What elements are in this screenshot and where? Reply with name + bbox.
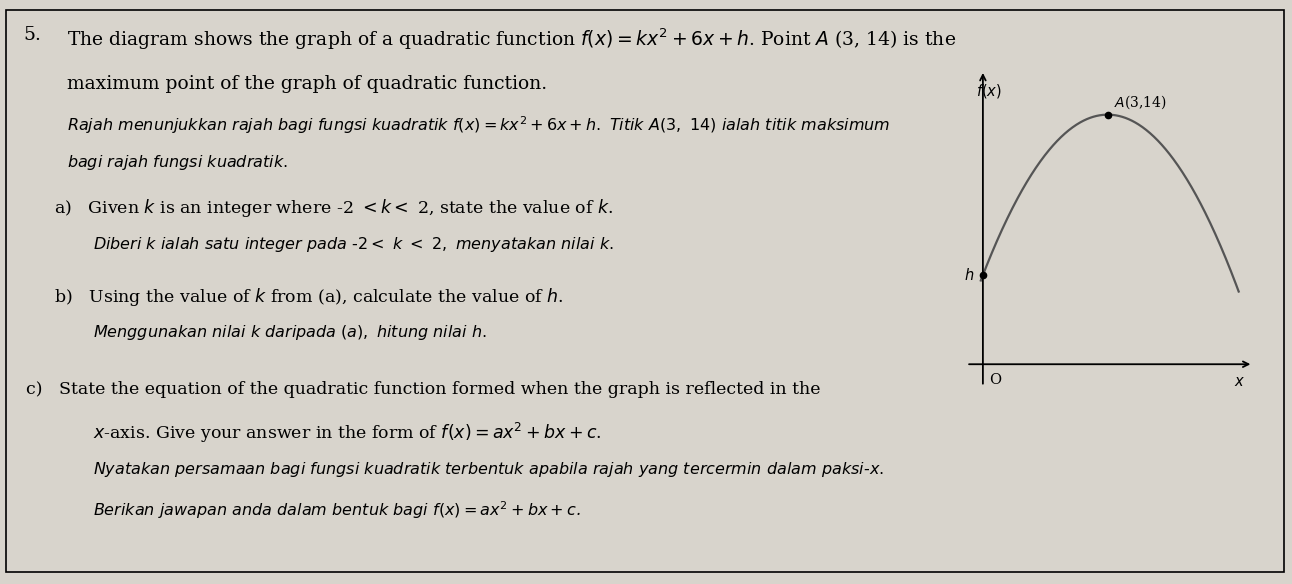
Text: $\mathit{bagi\ rajah\ fungsi\ kuadratik.}$: $\mathit{bagi\ rajah\ fungsi\ kuadratik.… — [67, 153, 288, 172]
Text: maximum point of the graph of quadratic function.: maximum point of the graph of quadratic … — [67, 75, 548, 93]
Text: $\mathit{Berikan\ jawapan\ anda\ dalam\ bentuk\ bagi\ }$$f(x) = ax^2 + bx + c$.: $\mathit{Berikan\ jawapan\ anda\ dalam\ … — [93, 499, 581, 521]
Text: $f(x)$: $f(x)$ — [977, 82, 1003, 100]
Text: $x$: $x$ — [1234, 375, 1245, 389]
Text: $\mathit{Rajah\ menunjukkan\ rajah\ bagi\ fungsi\ kuadratik\ }$$f(x) = kx^2 + 6x: $\mathit{Rajah\ menunjukkan\ rajah\ bagi… — [67, 114, 890, 135]
Text: a)   Given $k$ is an integer where -2 $< k <$ 2, state the value of $k$.: a) Given $k$ is an integer where -2 $< k… — [54, 197, 614, 220]
Text: $\mathit{Menggunakan\ nilai\ k\ daripada\ (a),\ hitung\ nilai\ h.}$: $\mathit{Menggunakan\ nilai\ k\ daripada… — [93, 323, 487, 342]
Text: $x$-axis. Give your answer in the form of $f(x) = ax^2 + bx + c$.: $x$-axis. Give your answer in the form o… — [93, 420, 602, 444]
Text: 5.: 5. — [23, 26, 41, 44]
Text: O: O — [990, 373, 1001, 387]
Text: $\mathit{Diberi\ k\ ialah\ satu\ integer\ pada\ \text{-}2{<}\ k\ {<}\ 2,\ menyat: $\mathit{Diberi\ k\ ialah\ satu\ integer… — [93, 235, 614, 255]
Text: $\mathit{Nyatakan\ persamaan\ bagi\ fungsi\ kuadratik\ terbentuk\ apabila\ rajah: $\mathit{Nyatakan\ persamaan\ bagi\ fung… — [93, 460, 884, 479]
Text: The diagram shows the graph of a quadratic function $f(x) = kx^2 + 6x + h$. Poin: The diagram shows the graph of a quadrat… — [67, 26, 956, 52]
Text: $h$: $h$ — [964, 267, 974, 283]
Text: b)   Using the value of $k$ from (a), calculate the value of $h$.: b) Using the value of $k$ from (a), calc… — [54, 286, 563, 308]
Text: $A$(3,14): $A$(3,14) — [1114, 93, 1167, 111]
Text: c)   State the equation of the quadratic function formed when the graph is refle: c) State the equation of the quadratic f… — [26, 381, 820, 398]
